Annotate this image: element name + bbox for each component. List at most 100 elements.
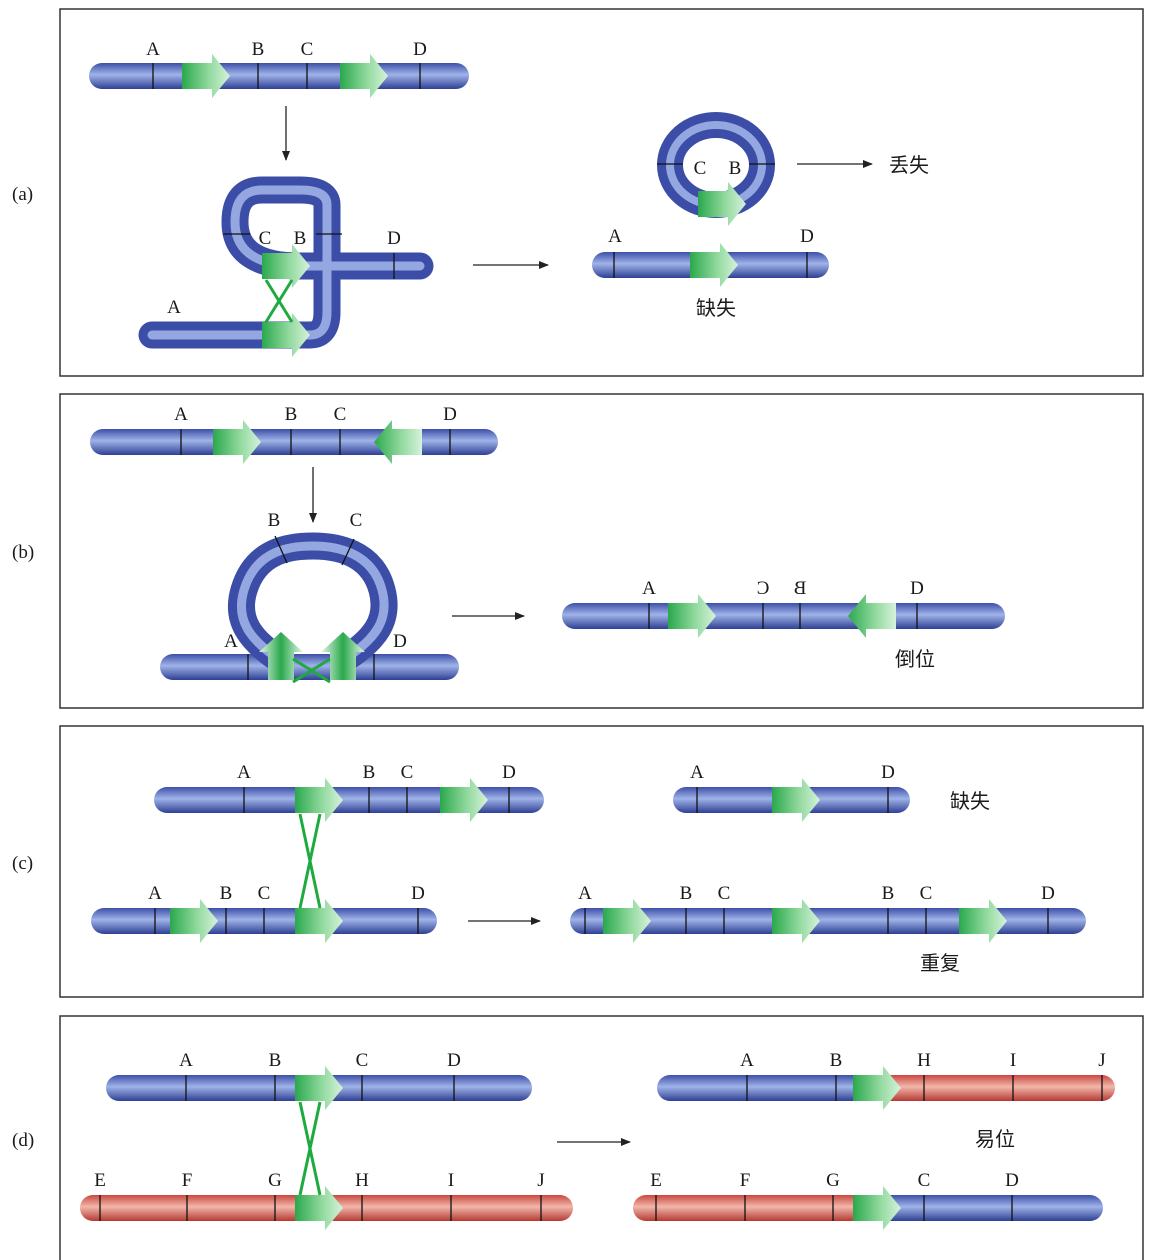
lost-label: 丢失 — [889, 154, 929, 177]
green-arrow-icon — [213, 420, 261, 464]
green-arrow-icon — [182, 54, 230, 98]
marker-label: F — [740, 1170, 751, 1191]
green-arrow-icon — [772, 899, 820, 943]
marker-label: D — [502, 762, 516, 783]
marker-label: A — [237, 762, 251, 783]
green-arrow-reverse-icon — [374, 420, 422, 464]
marker-label: D — [393, 631, 407, 652]
marker-label: D — [1041, 883, 1055, 904]
marker-label: A — [179, 1050, 193, 1071]
marker-label: B — [220, 883, 233, 904]
green-arrow-icon — [262, 313, 310, 357]
green-arrow-icon — [603, 899, 651, 943]
marker-label: B — [269, 1050, 282, 1071]
marker-label: B — [268, 510, 281, 531]
crossover-line — [292, 657, 331, 684]
green-arrow-icon — [959, 899, 1007, 943]
marker-label: C — [334, 404, 347, 425]
marker-label: A — [224, 631, 238, 652]
duplication-label: 重复 — [920, 952, 960, 975]
marker-label: G — [826, 1170, 840, 1191]
marker-label: A — [740, 1050, 754, 1071]
marker-label: C — [918, 1170, 931, 1191]
panel-c-top-chromosome: A B C D — [154, 762, 544, 822]
marker-label-mirrored: B — [794, 578, 807, 599]
panel-b-top-chromosome: A B C D — [90, 404, 498, 464]
marker-label: C — [301, 39, 314, 60]
marker-label: J — [1098, 1050, 1105, 1071]
deletion-label: 缺失 — [950, 790, 990, 813]
green-arrow-icon — [853, 1066, 901, 1110]
marker-label: H — [917, 1050, 931, 1071]
panel-b-frame — [59, 393, 1144, 709]
panel-c-deletion-chromosome: A D — [673, 762, 910, 822]
marker-label: C — [350, 510, 363, 531]
panel-c: (c) A B C D A B C D — [12, 725, 1144, 998]
crossover-line — [264, 279, 294, 323]
green-arrow-icon — [295, 1066, 343, 1110]
green-arrow-up-icon — [259, 632, 303, 680]
marker-label: D — [411, 883, 425, 904]
green-arrow-icon — [340, 54, 388, 98]
marker-label: B — [830, 1050, 843, 1071]
marker-label: D — [910, 578, 924, 599]
marker-label: A — [690, 762, 704, 783]
marker-label: G — [268, 1170, 282, 1191]
marker-label: B — [363, 762, 376, 783]
green-arrow-reverse-icon — [848, 594, 896, 638]
marker-label: C — [259, 228, 272, 249]
green-arrow-icon — [295, 1186, 343, 1230]
panel-d-bottom-chromosome: E F G H I J — [80, 1170, 573, 1230]
marker-label: I — [1010, 1050, 1016, 1071]
crossover-line — [298, 813, 322, 909]
marker-label: B — [680, 883, 693, 904]
marker-label-mirrored: C — [757, 578, 770, 599]
marker-label: B — [729, 158, 742, 179]
panel-d-frame — [59, 1015, 1144, 1260]
marker-label: I — [448, 1170, 454, 1191]
marker-label: A — [146, 39, 160, 60]
panel-a-top-chromosome: A B C D — [89, 39, 469, 98]
panel-d-product1-chromosome: A B H I J — [657, 1050, 1115, 1110]
panel-b: (b) A B C D — [12, 393, 1144, 709]
green-arrow-up-icon — [321, 632, 365, 680]
panel-a-frame — [59, 8, 1144, 377]
panel-c-bottom-chromosome: A B C D — [91, 883, 437, 943]
green-arrow-icon — [440, 778, 488, 822]
panel-a-excised-circle: C B — [657, 112, 775, 226]
marker-label: D — [443, 404, 457, 425]
marker-label: B — [294, 228, 307, 249]
marker-label: C — [356, 1050, 369, 1071]
panel-b-product-chromosome: A C B D — [562, 578, 1005, 638]
panel-a-loop-chromosome: C B D A — [138, 176, 434, 357]
panel-b-loop-chromosome: B C A D — [160, 510, 459, 684]
marker-label: E — [94, 1170, 106, 1191]
panel-d-top-chromosome: A B C D — [106, 1050, 532, 1110]
marker-label: A — [578, 883, 592, 904]
panel-c-duplication-chromosome: A B C B C D — [570, 883, 1086, 943]
green-arrow-icon — [853, 1186, 901, 1230]
marker-label: E — [650, 1170, 662, 1191]
panel-d: (d) A B C D E F G H I — [12, 1015, 1144, 1260]
green-arrow-icon — [668, 594, 716, 638]
marker-label: A — [167, 297, 181, 318]
green-arrow-icon — [295, 778, 343, 822]
panel-c-label: (c) — [12, 853, 33, 874]
marker-label: C — [920, 883, 933, 904]
marker-label: F — [182, 1170, 193, 1191]
marker-label: H — [355, 1170, 369, 1191]
green-arrow-icon — [772, 778, 820, 822]
green-arrow-icon — [698, 182, 746, 226]
marker-label: A — [642, 578, 656, 599]
crossover-line — [298, 1101, 322, 1196]
green-arrow-icon — [690, 243, 738, 287]
deletion-label: 缺失 — [696, 297, 736, 320]
panel-a-product-chromosome: A D — [592, 226, 829, 287]
green-arrow-icon — [262, 244, 310, 288]
marker-label: B — [882, 883, 895, 904]
marker-label: D — [1005, 1170, 1019, 1191]
marker-label: A — [608, 226, 622, 247]
marker-label: D — [881, 762, 895, 783]
translocation-label: 易位 — [975, 1128, 1015, 1151]
marker-label: C — [401, 762, 414, 783]
